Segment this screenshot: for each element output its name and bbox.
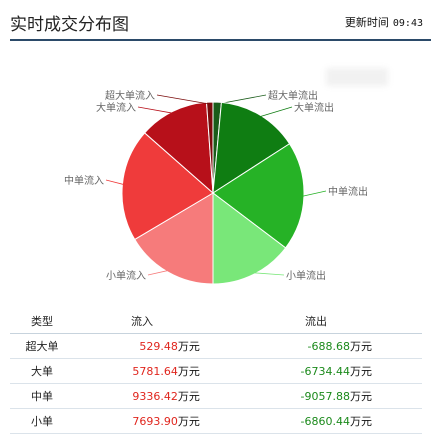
pie-label: 超大单流出	[268, 89, 318, 102]
row-inflow: 9336.42万元	[74, 383, 210, 409]
outflow-value: -6860.44	[300, 415, 350, 428]
table-header-row: 类型 流入 流出	[10, 309, 422, 334]
pie-slice	[134, 192, 214, 285]
table-row: 中单 9336.42万元 -9057.88万元	[10, 383, 422, 409]
pie-label: 超大单流入	[105, 89, 155, 102]
pie-label: 大单流入	[96, 101, 136, 114]
pie-leader-line	[301, 190, 327, 197]
row-inflow: 7693.90万元	[74, 408, 210, 434]
row-type: 超大单	[10, 333, 74, 359]
pie-slice	[143, 101, 214, 195]
pie-leader-line	[137, 106, 174, 114]
outflow-value: -688.68	[307, 340, 350, 353]
unit-label: 万元	[350, 340, 372, 353]
unit-label: 万元	[177, 390, 200, 403]
outflow-value: -6734.44	[300, 365, 350, 378]
pie-leader-line	[259, 106, 293, 118]
pie-slice	[205, 101, 214, 194]
inflow-value: 5781.64	[132, 365, 178, 378]
row-type: 小单	[10, 408, 74, 434]
row-outflow: -6860.44万元	[209, 408, 422, 434]
pie-label: 中单流出	[328, 185, 368, 198]
table-row: 大单 5781.64万元 -6734.44万元	[10, 358, 422, 384]
update-time-value: 09:43	[392, 18, 423, 29]
row-outflow: -6734.44万元	[209, 358, 422, 384]
pie-label: 中单流入	[64, 174, 104, 187]
unit-label: 万元	[350, 390, 372, 403]
flow-table: 类型 流入 流出 超大单 529.48万元 -688.68万元 大单 5781.…	[10, 309, 422, 434]
row-outflow: -9057.88万元	[209, 383, 422, 409]
page-title: 实时成交分布图	[10, 15, 129, 35]
outflow-value: -9057.88	[300, 390, 350, 403]
col-inflow-header: 流入	[74, 309, 210, 334]
row-outflow: -688.68万元	[209, 333, 422, 359]
row-type: 中单	[10, 383, 74, 409]
table-row: 超大单 529.48万元 -688.68万元	[10, 333, 422, 359]
pie-leader-line	[105, 179, 125, 186]
unit-label: 万元	[177, 340, 200, 353]
row-type: 大单	[10, 358, 74, 384]
inflow-value: 7693.90	[132, 415, 178, 428]
col-type-header: 类型	[10, 309, 74, 334]
pie-leader-line	[252, 272, 285, 276]
pie-slice	[212, 101, 291, 194]
update-time-display: 更新时间 09:43	[345, 14, 423, 30]
header: 实时成交分布图 更新时间 09:43	[0, 0, 431, 41]
pie-slice	[212, 143, 305, 249]
header-divider	[10, 39, 431, 41]
pie-slice	[212, 191, 287, 285]
unit-label: 万元	[177, 365, 200, 378]
pie-label: 小单流入	[106, 269, 146, 282]
col-outflow-header: 流出	[209, 309, 422, 334]
table-row: 小单 7693.90万元 -6860.44万元	[10, 408, 422, 434]
row-inflow: 5781.64万元	[74, 358, 210, 384]
unit-label: 万元	[177, 415, 200, 428]
unit-label: 万元	[350, 365, 372, 378]
blurred-watermark	[326, 68, 388, 86]
row-inflow: 529.48万元	[74, 333, 210, 359]
update-time-label: 更新时间	[344, 16, 389, 29]
pie-label: 小单流出	[286, 269, 326, 282]
unit-label: 万元	[350, 415, 372, 428]
inflow-value: 529.48	[139, 340, 178, 353]
pie-leader-line	[147, 269, 169, 276]
pie-label: 大单流出	[294, 101, 334, 114]
inflow-value: 9336.42	[132, 390, 178, 403]
pie-leader-line	[156, 94, 210, 105]
